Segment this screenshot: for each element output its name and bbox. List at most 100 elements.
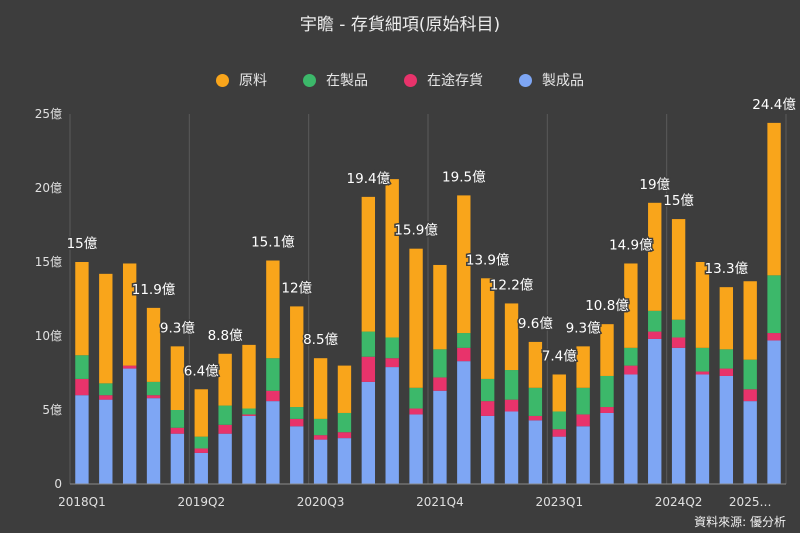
data-label: 9.3億 — [160, 320, 195, 336]
bar-segment — [480, 278, 495, 379]
bar-segment — [552, 411, 566, 430]
bar-segment — [743, 401, 757, 484]
bar-segment — [552, 429, 566, 437]
legend: 原料 在製品 在途存貨 製成品 — [0, 70, 800, 90]
legend-item-wip[interactable]: 在製品 — [303, 70, 368, 90]
bar-segment — [433, 349, 447, 378]
bar-segment — [194, 436, 208, 449]
bar-segment — [99, 383, 113, 396]
bar-segment — [146, 398, 161, 484]
bar-segment — [361, 381, 376, 484]
bar-segment — [600, 324, 614, 376]
bar-segment — [385, 179, 399, 338]
bar-segment — [290, 306, 304, 408]
bar-segment — [242, 344, 256, 409]
bar-segment — [170, 433, 185, 484]
bar-segment — [743, 359, 757, 390]
x-tick-label: 2023Q1 — [535, 495, 583, 509]
bar-segment — [480, 415, 495, 484]
bar-segment — [313, 418, 328, 436]
legend-label-finished-goods: 製成品 — [542, 73, 584, 89]
bar-segment — [242, 408, 256, 415]
data-label: 19.5億 — [442, 169, 486, 185]
bar-segment — [194, 389, 208, 437]
bar-segment — [99, 395, 113, 400]
x-tick-label: 2020Q3 — [297, 495, 345, 509]
bar-segment — [671, 337, 686, 348]
bar-segment — [600, 412, 614, 484]
bar-segment — [433, 377, 447, 391]
data-label: 15.9億 — [394, 223, 438, 239]
data-label: 11.9億 — [132, 282, 176, 298]
bar-segment — [194, 448, 208, 453]
bar-segment — [576, 387, 590, 415]
y-tick-label: 25億 — [35, 107, 62, 121]
bar-segment — [170, 427, 185, 434]
y-tick-label: 0 — [54, 477, 62, 491]
legend-label-wip: 在製品 — [326, 73, 368, 89]
bar-segment — [290, 426, 304, 484]
bar-segment — [743, 281, 757, 360]
bar-segment — [767, 333, 781, 341]
data-label: 12.2億 — [490, 277, 534, 293]
legend-item-raw-material[interactable]: 原料 — [216, 70, 267, 90]
source-note: 資料來源: 優分析 — [694, 515, 786, 529]
bar-segment — [504, 411, 519, 484]
bar-segment — [194, 452, 208, 484]
data-label: 24.4億 — [752, 97, 796, 113]
bar-segment — [695, 371, 710, 375]
bar-segment — [480, 378, 495, 402]
bar-segment — [457, 347, 471, 362]
bar-segment — [170, 410, 185, 428]
bar-segment — [146, 381, 161, 396]
bar-segment — [719, 349, 734, 369]
bar-segment — [122, 263, 137, 366]
bar-segment — [457, 195, 471, 334]
bar-segment — [409, 248, 423, 388]
legend-swatch-in-transit — [404, 73, 417, 87]
legend-label-raw-material: 原料 — [239, 73, 267, 89]
bar-segment — [433, 390, 447, 484]
legend-swatch-wip — [303, 73, 316, 87]
y-tick-label: 5億 — [42, 403, 62, 417]
bar-segment — [528, 387, 543, 416]
bar-segment — [671, 219, 686, 320]
data-label: 19億 — [639, 177, 670, 193]
bar-segment — [313, 435, 328, 440]
bar-segment — [624, 365, 638, 375]
x-tick-label: 2025… — [729, 495, 772, 509]
bar-segment — [337, 438, 352, 484]
bar-segment — [361, 331, 376, 357]
bar-segment — [504, 303, 519, 371]
data-label: 7.4億 — [542, 348, 577, 364]
data-label: 9.3億 — [566, 320, 601, 336]
legend-label-in-transit: 在途存貨 — [427, 73, 483, 89]
bar-segment — [409, 387, 423, 409]
bar-segment — [504, 399, 519, 412]
legend-item-in-transit[interactable]: 在途存貨 — [404, 70, 483, 90]
bar-segment — [528, 420, 543, 484]
bar-segment — [266, 390, 280, 402]
bar-segment — [266, 260, 280, 359]
bar-segment — [624, 374, 638, 484]
data-label: 13.3億 — [705, 261, 749, 277]
bar-segment — [576, 426, 590, 484]
bar-segment — [719, 375, 734, 484]
bar-segment — [600, 407, 614, 413]
legend-swatch-raw-material — [216, 73, 229, 87]
bar-segment — [457, 361, 471, 484]
data-label: 6.4億 — [184, 363, 219, 379]
x-tick-label: 2021Q4 — [416, 495, 464, 509]
legend-item-finished-goods[interactable]: 製成品 — [519, 70, 584, 90]
bar-segment — [75, 355, 89, 379]
bar-segment — [337, 432, 352, 439]
bar-segment — [385, 358, 399, 368]
data-label: 14.9億 — [609, 237, 653, 253]
bar-segment — [337, 412, 352, 433]
bar-segment — [719, 368, 734, 376]
bar-segment — [313, 439, 328, 484]
bar-segment — [75, 395, 89, 484]
data-label: 13.9億 — [466, 252, 510, 268]
bar-segment — [75, 262, 89, 356]
bar-segment — [218, 405, 232, 425]
